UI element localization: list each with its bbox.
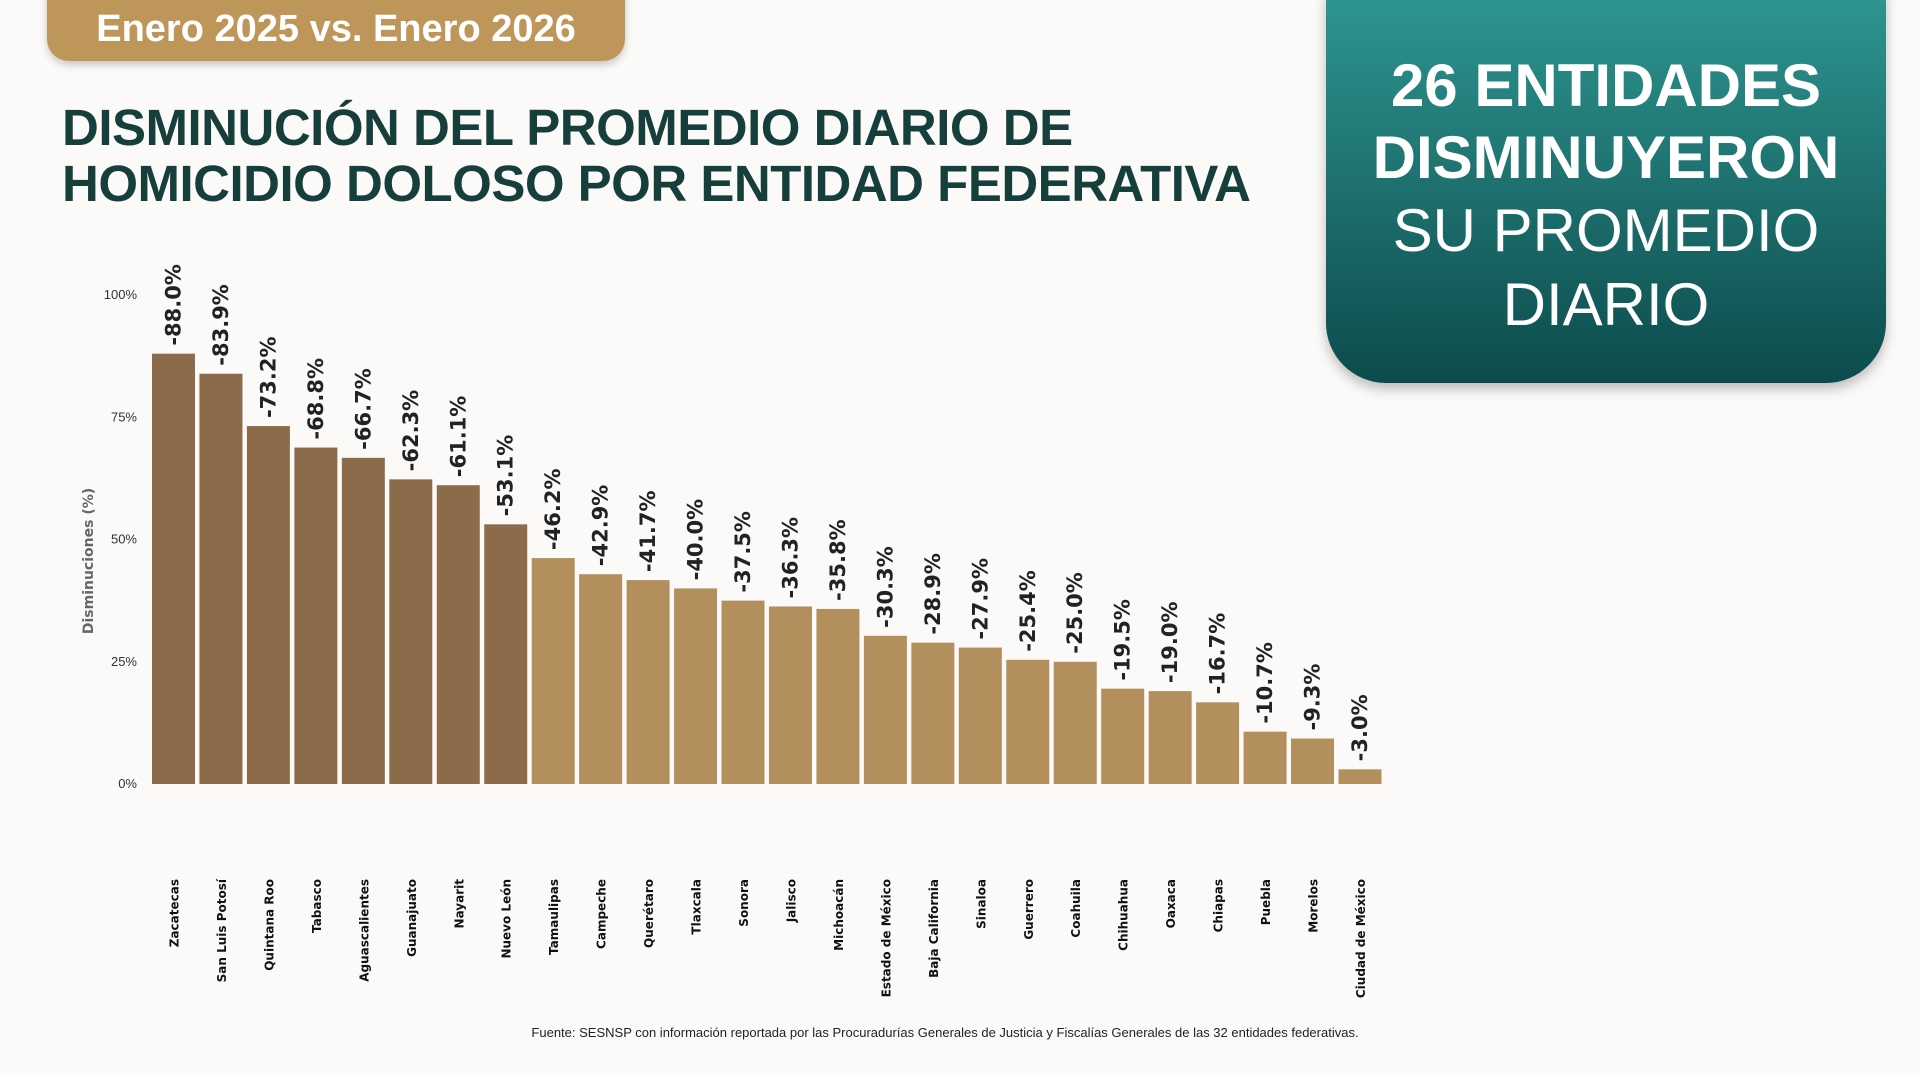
y-axis-title: Disminuciones (%) xyxy=(81,488,97,634)
data-label: -37.5% xyxy=(731,511,755,593)
bar xyxy=(674,588,718,784)
bar xyxy=(531,558,575,784)
category-label: Ciudad de México xyxy=(1354,879,1368,998)
category-label: San Luis Potosí xyxy=(215,878,229,982)
category-label: Oaxaca xyxy=(1164,879,1178,928)
bar xyxy=(246,426,290,784)
category-label: Tlaxcala xyxy=(690,879,704,935)
bar xyxy=(341,457,385,784)
data-label: -30.3% xyxy=(873,546,897,628)
title-line-2: HOMICIDIO DOLOSO POR ENTIDAD FEDERATIVA xyxy=(62,155,1251,212)
data-label: -3.0% xyxy=(1348,694,1372,761)
y-tick-label: 50% xyxy=(111,532,137,547)
bar xyxy=(721,600,765,784)
data-label: -42.9% xyxy=(589,485,613,567)
data-label: -35.8% xyxy=(826,519,850,601)
data-label: -16.7% xyxy=(1206,613,1230,695)
bar xyxy=(863,635,907,784)
category-label: Nayarit xyxy=(452,879,466,929)
data-label: -66.7% xyxy=(351,368,375,450)
data-label: -61.1% xyxy=(446,396,470,478)
data-label: -28.9% xyxy=(921,553,945,635)
bar xyxy=(1338,769,1382,784)
bar xyxy=(1053,661,1097,784)
category-label: Chihuahua xyxy=(1117,879,1131,951)
category-label: Quintana Roo xyxy=(262,879,276,971)
data-label: -83.9% xyxy=(209,284,233,366)
data-label: -68.8% xyxy=(304,358,328,440)
category-label: Puebla xyxy=(1259,879,1273,925)
category-label: Guanajuato xyxy=(405,879,419,957)
data-label: -10.7% xyxy=(1253,642,1277,724)
category-label: Guerrero xyxy=(1022,879,1036,940)
category-label: Baja California xyxy=(927,879,941,978)
category-label: Campeche xyxy=(595,879,609,949)
category-label: Sinaloa xyxy=(974,879,988,929)
bar xyxy=(1291,738,1335,784)
title-line-1: DISMINUCIÓN DEL PROMEDIO DIARIO DE xyxy=(62,99,1073,156)
data-label: -36.3% xyxy=(778,517,802,599)
bar xyxy=(1196,702,1240,784)
y-tick-label: 25% xyxy=(111,654,137,669)
data-label: -62.3% xyxy=(399,390,423,472)
category-label: Morelos xyxy=(1307,879,1321,933)
data-label: -25.4% xyxy=(1016,570,1040,652)
source-note: Fuente: SESNSP con información reportada… xyxy=(531,1025,1359,1040)
period-badge: Enero 2025 vs. Enero 2026 xyxy=(47,0,625,61)
period-text: Enero 2025 vs. Enero 2026 xyxy=(96,8,576,50)
bar xyxy=(389,479,433,784)
data-label: -25.0% xyxy=(1063,572,1087,654)
data-label: -46.2% xyxy=(541,469,565,551)
bar xyxy=(294,447,338,784)
bar xyxy=(816,608,860,784)
y-tick-label: 0% xyxy=(118,776,137,791)
data-label: -40.0% xyxy=(684,499,708,581)
data-label: -88.0% xyxy=(162,264,186,346)
data-label: -73.2% xyxy=(256,336,280,418)
callout-line-1: 26 ENTIDADES xyxy=(1390,52,1822,119)
callout-line-4: DIARIO xyxy=(1502,271,1710,338)
category-label: Querétaro xyxy=(642,879,656,948)
callout-line-2: DISMINUYERON xyxy=(1372,124,1840,191)
bar xyxy=(1101,688,1145,784)
bar xyxy=(484,524,528,784)
data-label: -41.7% xyxy=(636,491,660,573)
bar xyxy=(911,642,955,784)
category-label: Zacatecas xyxy=(168,879,182,947)
bar xyxy=(152,353,195,784)
page-title: DISMINUCIÓN DEL PROMEDIO DIARIO DE HOMIC… xyxy=(62,99,1251,212)
y-tick-label: 75% xyxy=(111,409,137,424)
category-label: Sonora xyxy=(737,879,751,927)
bar xyxy=(768,606,812,784)
category-label: Coahuila xyxy=(1069,879,1083,938)
category-label: Chiapas xyxy=(1212,879,1226,932)
data-label: -27.9% xyxy=(968,558,992,640)
callout-line-3: SU PROMEDIO xyxy=(1392,197,1820,264)
y-tick-label: 100% xyxy=(104,287,138,302)
bar xyxy=(1243,731,1287,784)
bar xyxy=(199,373,243,784)
category-label: Tabasco xyxy=(310,879,324,933)
data-label: -9.3% xyxy=(1301,664,1325,731)
bar xyxy=(1148,691,1192,784)
bar xyxy=(436,485,480,784)
bar xyxy=(958,647,1002,784)
data-label: -53.1% xyxy=(494,435,518,517)
category-label: Tamaulipas xyxy=(547,879,561,955)
category-label: Nuevo León xyxy=(500,879,514,959)
category-label: Estado de México xyxy=(879,879,893,997)
bar xyxy=(1006,659,1050,784)
bar xyxy=(579,574,623,784)
callout-box: 26 ENTIDADES DISMINUYERON SU PROMEDIO DI… xyxy=(1326,0,1886,383)
category-label: Aguascalientes xyxy=(357,879,371,982)
category-label: Michoacán xyxy=(832,879,846,951)
category-label: Jalisco xyxy=(784,879,798,923)
data-label: -19.0% xyxy=(1158,602,1182,684)
bar xyxy=(626,580,670,784)
data-label: -19.5% xyxy=(1111,599,1135,681)
